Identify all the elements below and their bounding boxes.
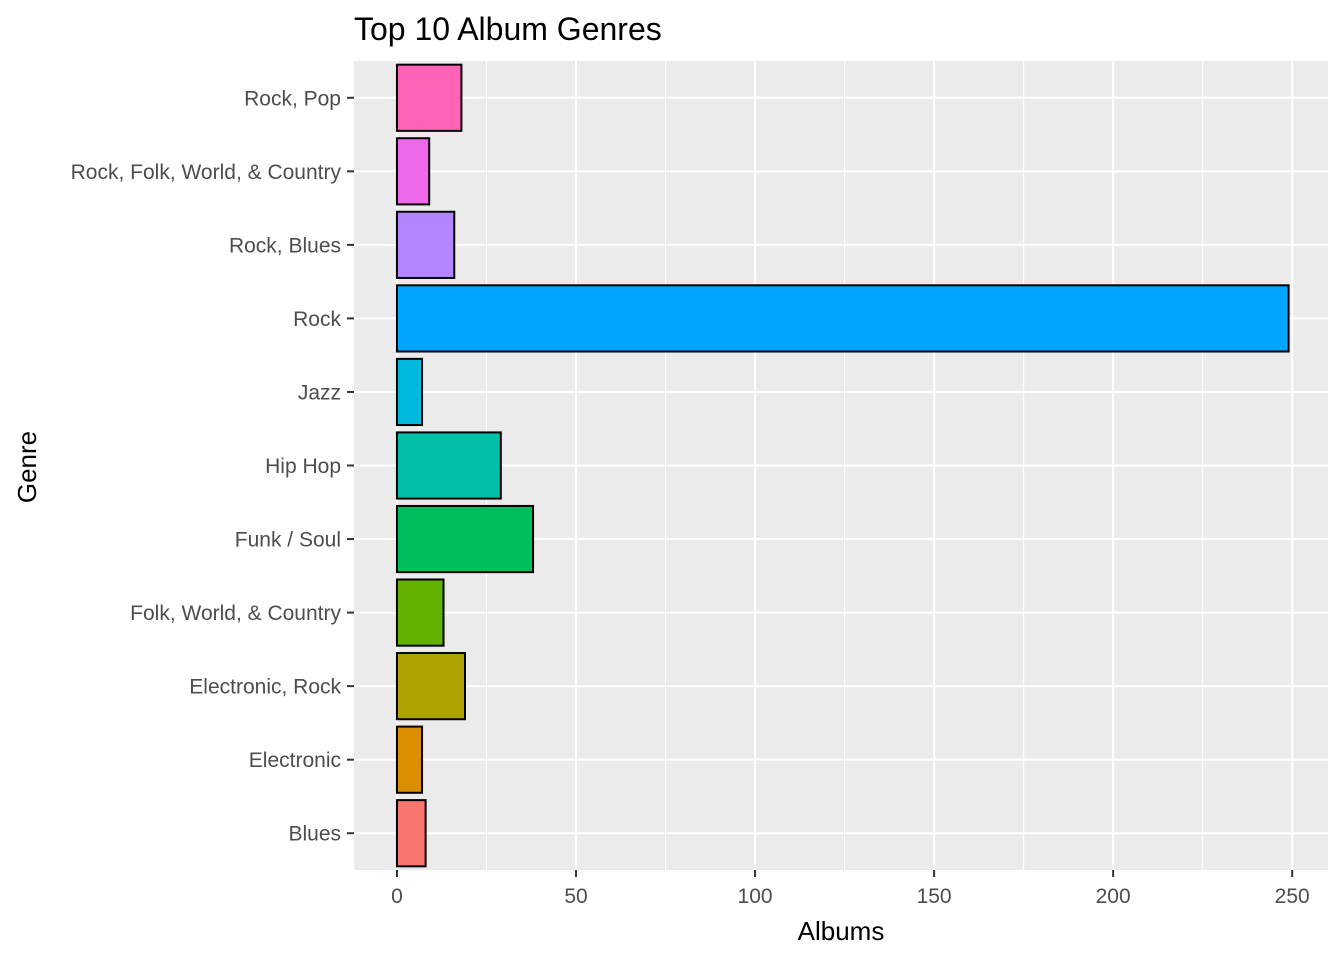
y-tick-label: Funk / Soul bbox=[235, 529, 341, 552]
y-tick-label: Folk, World, & Country bbox=[130, 602, 341, 625]
bar bbox=[395, 284, 1290, 353]
bar bbox=[395, 725, 424, 794]
x-tick-label: 150 bbox=[917, 885, 952, 908]
y-tick-label: Rock, Folk, World, & Country bbox=[71, 161, 342, 184]
bar bbox=[395, 210, 456, 279]
y-tick-label: Electronic, Rock bbox=[189, 676, 341, 699]
bar bbox=[395, 652, 467, 721]
x-tick-label: 200 bbox=[1096, 885, 1131, 908]
bar bbox=[395, 504, 535, 574]
x-tick-label: 100 bbox=[738, 885, 773, 908]
bar bbox=[395, 431, 502, 500]
y-axis-title: Genre bbox=[12, 431, 42, 503]
x-tick-label: 0 bbox=[391, 885, 403, 908]
bar bbox=[395, 357, 424, 427]
y-tick-label: Hip Hop bbox=[265, 455, 341, 478]
bar bbox=[395, 137, 431, 206]
y-axis: Blues Electronic Electronic, Rock Folk, Wor… bbox=[71, 87, 354, 846]
bar bbox=[395, 578, 445, 647]
y-tick-label: Blues bbox=[288, 823, 341, 846]
bar bbox=[395, 63, 463, 132]
x-tick-label: 250 bbox=[1275, 885, 1310, 908]
bar bbox=[395, 799, 427, 868]
y-tick-label: Jazz bbox=[298, 381, 341, 404]
y-tick-label: Rock, Blues bbox=[229, 234, 341, 257]
bars bbox=[395, 63, 1290, 868]
x-axis-title: Albums bbox=[798, 916, 885, 946]
y-tick-label: Rock bbox=[293, 308, 341, 331]
y-tick-label: Electronic bbox=[249, 749, 341, 772]
x-axis: 0 50 100 150 200 250 bbox=[391, 870, 1310, 908]
chart-title: Top 10 Album Genres bbox=[354, 11, 662, 47]
y-tick-label: Rock, Pop bbox=[244, 87, 341, 110]
x-tick-label: 50 bbox=[564, 885, 587, 908]
